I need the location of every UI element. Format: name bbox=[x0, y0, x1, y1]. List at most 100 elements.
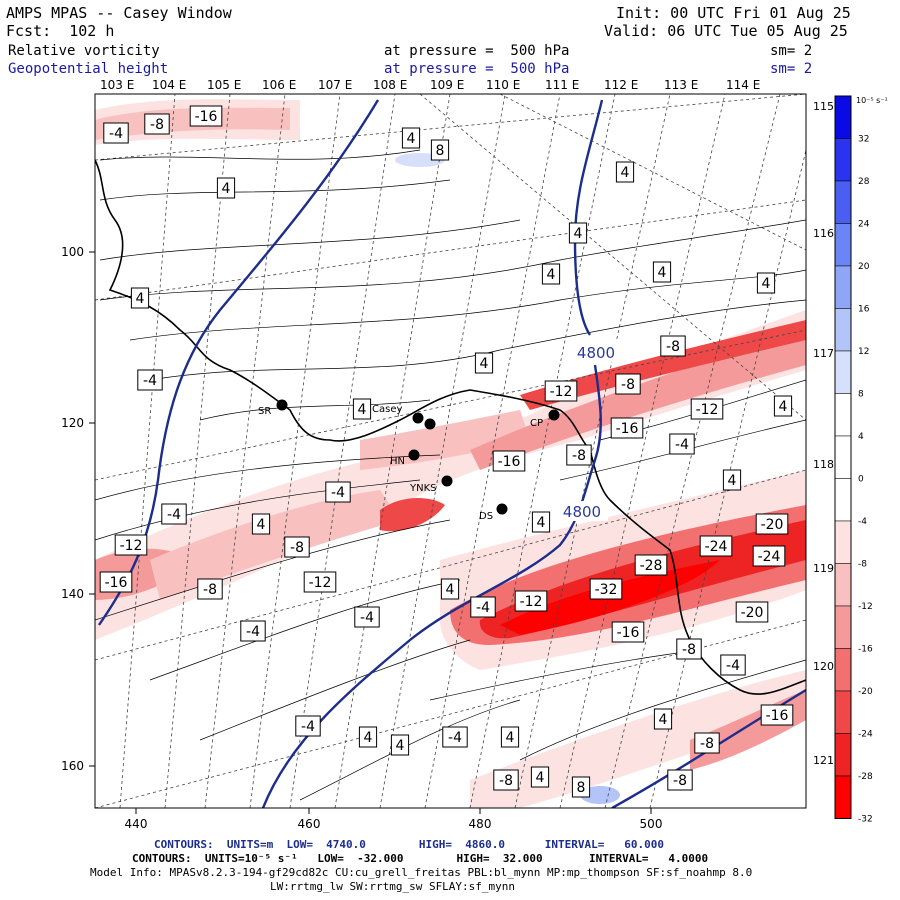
vorticity-label-text: -4 bbox=[331, 485, 345, 501]
vorticity-contour-label: 4 bbox=[722, 469, 742, 491]
vorticity-contour-label: -12 bbox=[114, 534, 148, 556]
station-marker: YNKS bbox=[409, 475, 453, 494]
vorticity-contour-label: 4 bbox=[216, 177, 236, 199]
y-tick-label: 120 bbox=[61, 416, 84, 430]
vorticity-label-text: 4 bbox=[536, 770, 545, 786]
vorticity-contour-label: -16 bbox=[611, 621, 645, 643]
vorticity-label-text: -16 bbox=[105, 575, 128, 591]
field2-level: at pressure = 500 hPa bbox=[384, 61, 570, 77]
stations: SR Casey HN CP YNKS DS bbox=[258, 399, 560, 522]
vorticity-contour-label: 8 bbox=[571, 776, 591, 798]
longitude-label-top: 109 E bbox=[430, 78, 464, 92]
longitude-label-top: 103 E bbox=[100, 78, 134, 92]
vorticity-contour-label: 4 bbox=[541, 263, 561, 285]
vorticity-contour-label: -4 bbox=[137, 369, 163, 391]
vorticity-contour-label: -16 bbox=[189, 105, 223, 127]
vorticity-label-text: -20 bbox=[741, 605, 764, 621]
x-tick-label: 480 bbox=[469, 817, 492, 831]
vorticity-contour-label: 4 bbox=[615, 161, 635, 183]
vorticity-contour-label: 4 bbox=[251, 513, 271, 535]
colorbar-tick-label: 12 bbox=[858, 347, 869, 357]
colorbar: 10⁻⁵ s⁻¹ 32 28 24 20 16 12 8 4 0 -4 -8 -12 -16 -20 -24 -… bbox=[834, 95, 888, 825]
vorticity-contour-label: -4 bbox=[103, 122, 129, 144]
field1-name: Relative vorticity bbox=[8, 43, 160, 59]
vorticity-contour-label: 4 bbox=[401, 127, 421, 149]
vorticity-label-text: -4 bbox=[301, 719, 315, 735]
vorticity-contour-label: -4 bbox=[669, 433, 695, 455]
vorticity-label-text: 4 bbox=[506, 730, 515, 746]
vorticity-label-text: -16 bbox=[766, 708, 789, 724]
vorticity-label-text: 4 bbox=[222, 181, 231, 197]
vorticity-contour-label: -16 bbox=[99, 571, 133, 593]
vorticity-label-text: -8 bbox=[666, 339, 680, 355]
vorticity-label-text: -24 bbox=[705, 539, 728, 555]
vorticity-label-text: 4 bbox=[358, 402, 367, 418]
vorticity-contour-label: 4 bbox=[530, 766, 550, 788]
vorticity-label-text: -8 bbox=[572, 448, 586, 464]
field2-smoothing: sm= 2 bbox=[770, 61, 813, 77]
y-axis-ticks: 100 120 140 160 bbox=[61, 245, 95, 773]
station-label: DS bbox=[479, 511, 493, 522]
station-marker: DS bbox=[479, 503, 508, 522]
station-marker: HN bbox=[390, 449, 420, 467]
station-label: SR bbox=[258, 406, 271, 417]
init-time: Init: 00 UTC Fri 01 Aug 25 bbox=[616, 4, 851, 22]
vorticity-label-text: -8 bbox=[290, 540, 304, 556]
colorbar-unit: 10⁻⁵ s⁻¹ bbox=[856, 96, 888, 105]
vorticity-contour-label: -4 bbox=[470, 596, 496, 618]
field1-level: at pressure = 500 hPa bbox=[384, 43, 570, 59]
vorticity-label-text: 4 bbox=[480, 356, 489, 372]
y-tick-label: 140 bbox=[61, 587, 84, 601]
vorticity-label-text: -4 bbox=[476, 600, 490, 616]
colorbar-tick-label: 4 bbox=[858, 432, 864, 442]
vorticity-contour-label: -8 bbox=[284, 536, 310, 558]
station-marker: SR bbox=[258, 399, 288, 417]
vorticity-label-text: -12 bbox=[520, 594, 543, 610]
vorticity-label-text: -12 bbox=[696, 402, 719, 418]
vorticity-contour-label: -12 bbox=[514, 590, 548, 612]
longitude-label-top: 104 E bbox=[152, 78, 186, 92]
vorticity-label-text: -4 bbox=[448, 730, 462, 746]
field2-name: Geopotential height bbox=[8, 61, 169, 77]
colorbar-tick-label: 8 bbox=[858, 390, 864, 400]
footer-vorticity-contours: CONTOURS: UNITS=10⁻⁵ s⁻¹ LOW= -32.000 HI… bbox=[132, 852, 709, 865]
longitude-label-top: 107 E bbox=[318, 78, 352, 92]
longitude-label-top: 106 E bbox=[262, 78, 296, 92]
vorticity-contour-label: -4 bbox=[325, 481, 351, 503]
vorticity-contour-label: 4 bbox=[652, 261, 672, 283]
x-tick-label: 440 bbox=[125, 817, 148, 831]
vorticity-label-text: -12 bbox=[120, 538, 143, 554]
vorticity-label-text: 4 bbox=[658, 265, 667, 281]
vorticity-label-text: -8 bbox=[673, 773, 687, 789]
vorticity-label-text: -8 bbox=[203, 582, 217, 598]
station-label: HN bbox=[390, 456, 405, 467]
vorticity-contour-label: 8 bbox=[430, 139, 450, 161]
colorbar-tick-label: -12 bbox=[858, 602, 873, 612]
colorbar-tick-label: 28 bbox=[858, 177, 870, 187]
vorticity-contour-label: -24 bbox=[752, 545, 786, 567]
vorticity-contour-label: 4 bbox=[130, 287, 150, 309]
vorticity-label-text: -24 bbox=[758, 549, 781, 565]
longitude-label-top: 110 E bbox=[486, 78, 520, 92]
vorticity-label-text: -4 bbox=[675, 437, 689, 453]
vorticity-label-text: 4 bbox=[537, 515, 546, 531]
vorticity-label-text: -16 bbox=[498, 454, 521, 470]
height-labels: 4800 4800 bbox=[556, 342, 622, 521]
vorticity-label-text: -12 bbox=[309, 575, 332, 591]
vorticity-contour-label: -4 bbox=[354, 606, 380, 628]
vorticity-contour-label: 4 bbox=[390, 734, 410, 756]
vorticity-contour-label: 4 bbox=[773, 395, 793, 417]
vorticity-label-text: 4 bbox=[257, 517, 266, 533]
vorticity-contour-label: -8 bbox=[667, 769, 693, 791]
vorticity-contour-label: -8 bbox=[144, 113, 170, 135]
vorticity-contour-label: -4 bbox=[295, 715, 321, 737]
longitude-label-top: 114 E bbox=[726, 78, 760, 92]
vorticity-contour-label: -8 bbox=[694, 732, 720, 754]
footer-physics-info: LW:rrtmg_lw SW:rrtmg_sw SFLAY:sf_mynn bbox=[270, 880, 516, 893]
vorticity-contour-label: -4 bbox=[161, 503, 187, 525]
vorticity-label-text: -8 bbox=[621, 377, 635, 393]
station-label: YNKS bbox=[409, 483, 437, 494]
vorticity-contour-label: -20 bbox=[735, 601, 769, 623]
vorticity-contour-label: -8 bbox=[676, 638, 702, 660]
